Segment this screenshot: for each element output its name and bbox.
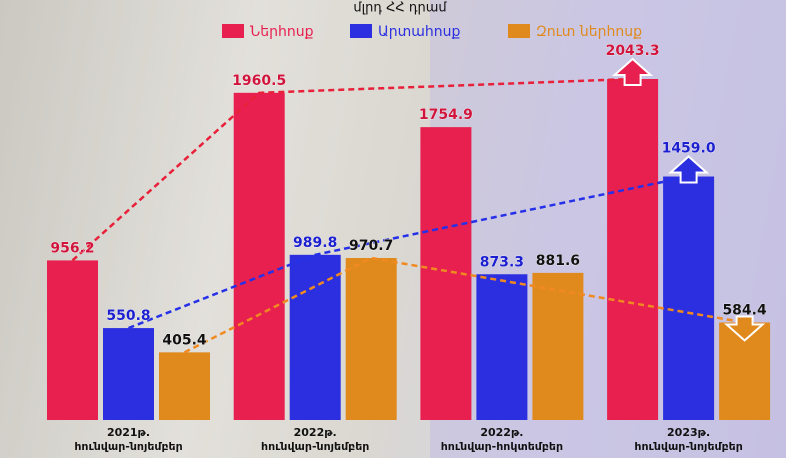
legend-label: Արտահոսք	[378, 24, 460, 40]
legend-swatch	[350, 24, 372, 38]
bar	[47, 260, 98, 420]
value-label: 956.2	[50, 240, 94, 256]
bar	[476, 274, 528, 420]
value-label: 1459.0	[662, 141, 716, 157]
bar	[103, 328, 154, 420]
bar	[289, 254, 341, 420]
bar	[233, 92, 285, 420]
value-label: 1960.5	[232, 73, 286, 89]
bar	[663, 176, 715, 420]
x-tick-label: 2021թ. հունվար-նոյեմբեր	[74, 426, 183, 453]
bar	[159, 352, 210, 420]
chart-title: մլրդ ՀՀ դրամ	[353, 1, 447, 16]
trend-arrow	[723, 315, 766, 342]
value-label: 2043.3	[606, 43, 660, 59]
trend-arrow	[667, 155, 710, 184]
value-label: 881.6	[536, 253, 580, 269]
value-label: 1754.9	[419, 107, 473, 123]
trend-line	[71, 77, 633, 262]
value-label: 970.7	[349, 238, 393, 254]
legend-swatch	[222, 24, 244, 38]
x-tick-label: 2022թ. հունվար-նոյեմբեր	[261, 426, 370, 453]
value-label: 405.4	[162, 332, 207, 348]
legend-swatch	[508, 24, 530, 38]
value-label: 584.4	[722, 302, 767, 318]
x-tick-label: 2022թ. հունվար-հոկտեմբեր	[440, 426, 564, 453]
trend-line	[183, 256, 745, 354]
bar	[607, 79, 659, 420]
bar	[345, 258, 397, 420]
value-label: 550.8	[106, 308, 150, 324]
legend-label: Ներհոսք	[250, 24, 314, 40]
value-label: 873.3	[480, 254, 524, 270]
trend-line	[128, 175, 689, 330]
x-tick-label: 2023թ. հունվար-նոյեմբեր	[634, 426, 743, 453]
bar	[532, 272, 584, 420]
value-label: 989.8	[293, 235, 337, 251]
legend-label: Զուտ ներհոսք	[536, 24, 642, 40]
trend-arrow	[611, 57, 654, 86]
